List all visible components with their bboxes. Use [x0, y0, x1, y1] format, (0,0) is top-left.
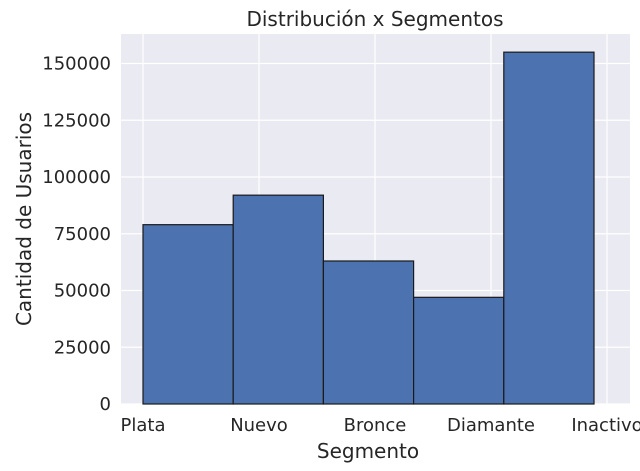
x-tick-label: Diamante: [447, 415, 535, 436]
x-axis-label: Segmento: [317, 439, 419, 463]
x-tick-label: Inactivo: [571, 415, 640, 436]
bar-plata: [142, 224, 234, 405]
x-tick-label: Nuevo: [230, 415, 288, 436]
bar-diamante: [413, 296, 505, 405]
x-tick-label: Bronce: [344, 415, 407, 436]
y-tick-label: 100000: [42, 167, 111, 188]
y-tick-label: 0: [100, 394, 111, 415]
y-tick-label: 75000: [54, 224, 111, 245]
x-tick-label: Plata: [121, 415, 166, 436]
bars: [142, 51, 595, 405]
bar-inactivo: [503, 51, 595, 405]
y-tick-label: 25000: [54, 337, 111, 358]
y-tick-label: 50000: [54, 281, 111, 302]
bar-nuevo: [232, 194, 324, 405]
chart-title: Distribución x Segmentos: [246, 7, 503, 31]
bar-bronce: [322, 260, 415, 405]
y-axis-label: Cantidad de Usuarios: [12, 112, 36, 326]
y-tick-label: 125000: [42, 110, 111, 131]
x-axis-ticks: Plata Nuevo Bronce Diamante Inactivo: [121, 415, 640, 436]
y-tick-label: 150000: [42, 54, 111, 75]
y-axis-ticks: 0 25000 50000 75000 100000 125000 150000: [42, 54, 111, 415]
